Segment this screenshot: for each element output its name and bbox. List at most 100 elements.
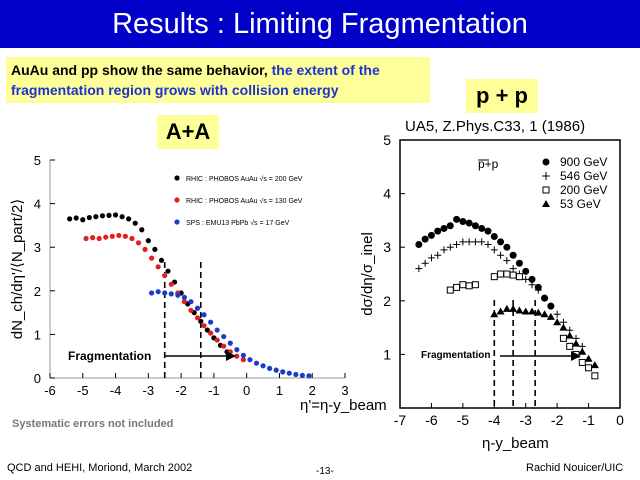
x-tick-label: -6 — [425, 412, 438, 428]
legend-label: 53 GeV — [560, 197, 601, 211]
legend-marker — [542, 186, 550, 194]
legend-marker — [542, 172, 550, 180]
data-point — [73, 215, 79, 221]
data-point — [234, 353, 240, 359]
data-point — [515, 306, 524, 314]
data-point — [528, 275, 536, 283]
data-point — [273, 367, 279, 373]
x-tick-label: 3 — [341, 383, 348, 398]
data-point — [465, 238, 473, 246]
data-point — [490, 273, 498, 281]
data-point — [503, 243, 511, 251]
data-point — [119, 214, 125, 220]
data-point — [509, 271, 517, 279]
legend-label: SPS : EMU13 PbPb √s = 17 GeV — [186, 219, 290, 227]
data-point — [490, 310, 499, 318]
y-axis-label: dσ/dη/σ_inel — [359, 232, 376, 316]
data-point — [168, 291, 174, 297]
data-point — [484, 227, 492, 235]
data-point — [253, 360, 260, 366]
data-point — [440, 246, 448, 254]
data-point — [572, 339, 580, 347]
x-axis-label: η-y_beam — [482, 435, 549, 452]
data-point — [286, 370, 292, 376]
data-point — [293, 371, 299, 378]
data-point — [528, 281, 536, 289]
data-point — [221, 333, 227, 340]
footer-author: Rachid Nouicer/UIC — [526, 462, 624, 474]
x-tick-label: 2 — [309, 383, 316, 398]
data-point — [578, 358, 586, 366]
x-tick-label: -5 — [457, 412, 470, 428]
legend-label: 546 GeV — [560, 169, 607, 183]
footer-page-number: -13- — [316, 466, 334, 477]
data-point — [547, 302, 555, 310]
x-tick-label: -2 — [175, 383, 187, 398]
x-tick-label: -4 — [110, 383, 122, 398]
y-tick-label: 0 — [34, 371, 41, 386]
legend-marker — [174, 175, 180, 181]
data-point — [299, 372, 305, 378]
data-point — [497, 251, 505, 259]
data-point — [198, 318, 204, 324]
data-point — [86, 214, 92, 221]
data-point — [106, 212, 112, 218]
statement-box: AuAu and pp show the same behavior, the … — [6, 57, 430, 103]
data-point — [221, 343, 227, 349]
data-point — [471, 281, 479, 289]
data-point — [260, 363, 266, 369]
data-point — [427, 231, 435, 239]
data-point — [446, 286, 454, 294]
x-tick-label: -1 — [208, 383, 220, 398]
data-point — [541, 294, 549, 302]
data-point — [521, 307, 530, 315]
y-tick-label: 2 — [34, 284, 41, 299]
data-point — [478, 224, 486, 232]
data-point — [553, 318, 562, 326]
legend-label: RHIC : PHOBOS AuAu √s = 130 GeV — [186, 197, 303, 205]
data-point — [67, 216, 73, 222]
data-point — [149, 255, 155, 261]
data-point — [80, 217, 86, 223]
statement-black: AuAu and pp show the same behavior, — [11, 62, 268, 78]
data-point — [553, 310, 561, 318]
y-axis-label: dN_ch/dη'/⟨N_part/2⟩ — [9, 199, 26, 339]
data-point — [415, 265, 423, 273]
data-point — [566, 342, 574, 350]
data-point — [503, 270, 511, 278]
data-point — [149, 290, 155, 296]
data-point — [502, 304, 511, 312]
data-point — [145, 238, 151, 244]
data-point — [559, 323, 568, 331]
data-point — [93, 214, 99, 220]
data-point — [522, 267, 530, 275]
x-tick-label: -1 — [582, 412, 595, 428]
data-point — [509, 265, 517, 273]
statement-blue: the extent of the fragmentation region g… — [11, 62, 380, 98]
data-point — [142, 246, 148, 252]
legend-label: RHIC : PHOBOS AuAu √s = 200 GeV — [186, 175, 303, 183]
data-point — [96, 235, 102, 242]
x-tick-label: -2 — [551, 412, 564, 428]
fragmentation-label: Fragmentation — [421, 350, 490, 361]
data-point — [534, 308, 543, 316]
data-point — [194, 305, 201, 311]
data-point — [471, 238, 479, 246]
data-point — [90, 235, 96, 241]
data-point — [135, 240, 142, 246]
x-tick-label: -3 — [143, 383, 155, 398]
y-tick-label: 2 — [383, 293, 391, 309]
x-tick-label: -5 — [77, 383, 89, 398]
data-point — [214, 337, 220, 343]
data-point — [240, 357, 246, 363]
fragmentation-arrowhead — [571, 351, 581, 361]
data-point — [478, 238, 486, 246]
y-tick-label: 5 — [383, 132, 391, 148]
data-point — [415, 241, 423, 249]
data-point — [109, 233, 115, 239]
data-point — [103, 234, 109, 240]
x-tick-label: 1 — [276, 383, 283, 398]
data-point — [194, 315, 201, 321]
legend-marker — [542, 200, 550, 207]
x-tick-label: 0 — [243, 383, 250, 398]
